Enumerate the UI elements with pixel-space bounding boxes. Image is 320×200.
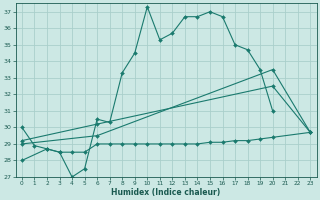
X-axis label: Humidex (Indice chaleur): Humidex (Indice chaleur) <box>111 188 221 197</box>
